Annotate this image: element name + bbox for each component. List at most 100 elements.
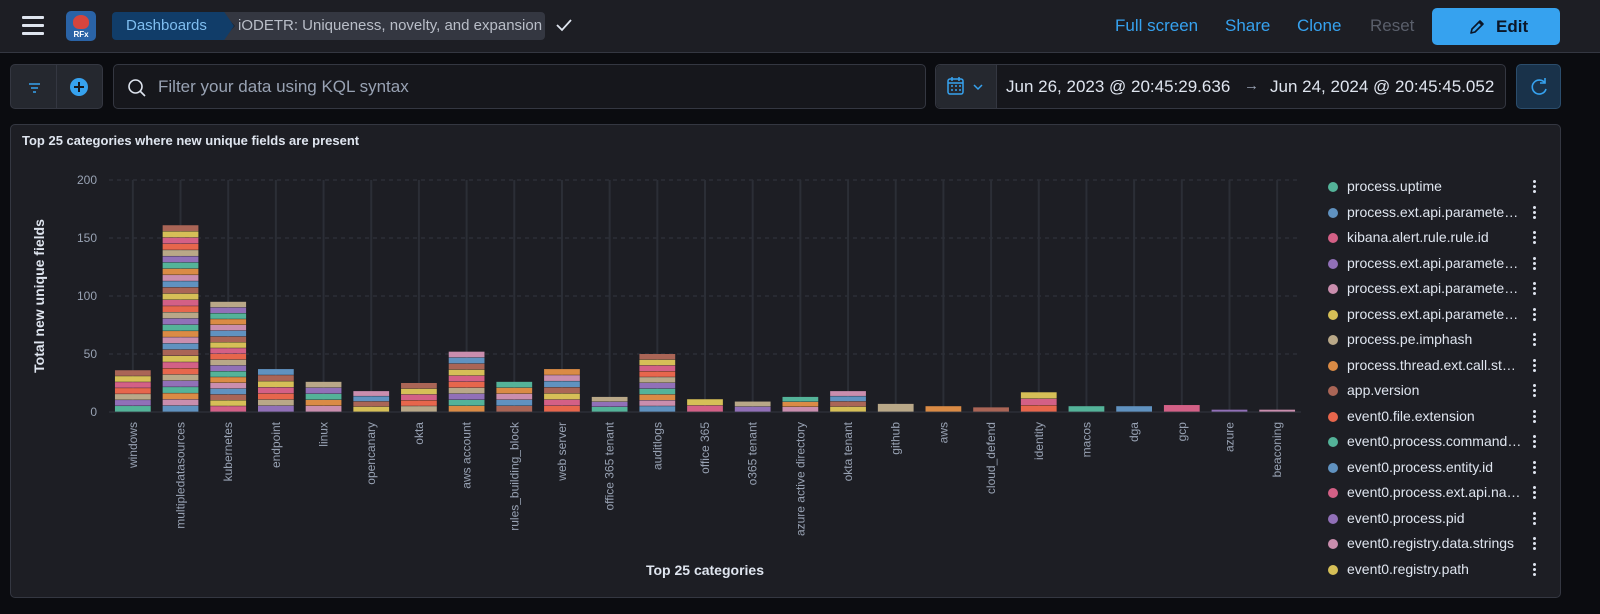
legend-item[interactable]: event0.process.command_line <box>1324 430 1559 456</box>
refresh-button[interactable] <box>1516 64 1561 109</box>
full-screen-link[interactable]: Full screen <box>1115 16 1199 35</box>
breadcrumb-dashboards[interactable]: Dashboards <box>112 12 234 40</box>
reset-link[interactable]: Reset <box>1370 16 1415 35</box>
legend-item-menu-icon[interactable] <box>1530 537 1538 553</box>
bar-segment <box>210 330 247 337</box>
legend-label: process.ext.api.parameters.address <box>1347 203 1522 220</box>
bar-segment <box>162 225 199 232</box>
legend-item[interactable]: event0.process.ext.api.name <box>1324 481 1559 507</box>
clone-link[interactable]: Clone <box>1297 16 1342 35</box>
bar-segment <box>305 393 342 400</box>
x-tick-label: office 365 tenant <box>603 421 617 510</box>
bar-segment <box>162 399 199 406</box>
bar-segment <box>1020 405 1057 412</box>
edit-button[interactable]: Edit <box>1432 8 1560 45</box>
legend-item[interactable]: event0.registry.path <box>1324 558 1559 584</box>
legend-item[interactable]: process.ext.api.parameters.address <box>1324 201 1559 227</box>
legend-item[interactable]: event0.registry.data.strings <box>1324 532 1559 558</box>
bar-segment <box>448 405 485 412</box>
legend-item-menu-icon[interactable] <box>1530 486 1538 502</box>
bar-segment <box>639 388 676 395</box>
legend-item-menu-icon[interactable] <box>1530 307 1538 324</box>
x-tick-label: identity <box>1032 422 1046 460</box>
legend-item-menu-icon[interactable] <box>1530 409 1538 426</box>
legend-item[interactable]: event0.file.extension <box>1324 405 1559 431</box>
share-link[interactable]: Share <box>1225 16 1271 35</box>
bar-segment <box>830 406 866 412</box>
bar-segment <box>353 406 390 412</box>
bar-segment <box>162 331 199 337</box>
kql-search-input[interactable] <box>158 65 918 108</box>
bar-segment <box>162 393 199 400</box>
bar-segment <box>210 354 247 360</box>
filter-options-button[interactable] <box>10 64 57 109</box>
legend-color-dot <box>1328 437 1338 447</box>
legend-label: process.uptime <box>1347 178 1442 194</box>
date-start[interactable]: Jun 26, 2023 @ 20:45:29.636 <box>1006 77 1231 96</box>
legend-label: process.ext.api.parameters.handle <box>1347 305 1522 322</box>
bar-segment <box>353 391 390 396</box>
legend-item-menu-icon[interactable] <box>1530 256 1538 273</box>
bar-segment <box>162 250 199 256</box>
menu-icon[interactable] <box>22 16 44 36</box>
legend-item-menu-icon[interactable] <box>1530 384 1538 400</box>
legend-item-menu-icon[interactable] <box>1530 435 1538 451</box>
legend-item-menu-icon[interactable] <box>1530 460 1538 477</box>
legend-item-menu-icon[interactable] <box>1530 333 1538 349</box>
quick-date-menu-button[interactable] <box>936 65 997 108</box>
legend-label: event0.registry.data.strings <box>1347 535 1515 551</box>
x-tick-label: rules_building_block <box>507 421 521 531</box>
legend-item[interactable]: process.ext.api.parameters.protection <box>1324 277 1559 303</box>
legend-item-menu-icon[interactable] <box>1530 358 1538 375</box>
legend-item[interactable]: process.pe.imphash <box>1324 328 1559 354</box>
bar-segment <box>210 359 247 366</box>
add-filter-button[interactable] <box>57 64 103 109</box>
bar-segment <box>305 387 342 394</box>
x-tick-label: web server <box>555 422 569 482</box>
legend-item-menu-icon[interactable] <box>1530 562 1538 579</box>
legend-item[interactable]: process.thread.ext.call.stack <box>1324 354 1559 380</box>
legend-color-dot <box>1328 488 1338 498</box>
bar-segment <box>210 365 247 371</box>
date-end[interactable]: Jun 24, 2024 @ 20:45:45.052 <box>1270 77 1495 96</box>
legend-item[interactable]: event0.process.entity.id <box>1324 456 1559 482</box>
legend-item[interactable]: process.uptime <box>1324 175 1559 201</box>
legend-item-menu-icon[interactable] <box>1530 180 1538 196</box>
bar-segment <box>448 369 485 376</box>
legend-item-menu-icon[interactable] <box>1530 282 1538 298</box>
app-logo[interactable]: RFx <box>66 11 96 41</box>
x-tick-label: gcp <box>1175 422 1189 442</box>
legend-label: event0.process.entity.id <box>1347 458 1494 475</box>
bar-segment <box>258 405 294 412</box>
legend-item-menu-icon[interactable] <box>1530 205 1538 222</box>
bar-segment <box>782 396 819 402</box>
bar-segment <box>210 342 247 348</box>
bar-segment <box>162 324 199 331</box>
x-tick-label: beaconing <box>1270 422 1284 477</box>
bar-segment <box>639 383 676 389</box>
legend-item[interactable]: event0.process.pid <box>1324 507 1559 533</box>
bar-segment <box>162 337 199 344</box>
bar-segment <box>401 383 437 389</box>
bar-segment <box>830 396 866 402</box>
legend-item-menu-icon[interactable] <box>1530 231 1538 247</box>
chart-legend: process.uptime process.ext.api.parameters… <box>1324 175 1559 583</box>
bar-segment <box>496 399 533 406</box>
y-tick-label: 50 <box>84 347 98 361</box>
x-tick-label: windows <box>126 422 140 469</box>
bar-segment <box>210 377 247 383</box>
bar-segment <box>401 400 437 406</box>
bar-segment <box>448 363 485 370</box>
bar-segment <box>162 268 199 275</box>
x-tick-label: macos <box>1079 422 1093 457</box>
legend-item[interactable]: kibana.alert.rule.rule.id <box>1324 226 1559 252</box>
chevron-check-icon[interactable] <box>555 16 573 34</box>
bar-segment <box>210 301 247 308</box>
legend-item[interactable]: process.ext.api.parameters.handle <box>1324 303 1559 329</box>
legend-item[interactable]: process.ext.api.parameters.size <box>1324 252 1559 278</box>
bar-segment <box>877 403 914 412</box>
legend-label: process.pe.imphash <box>1347 331 1473 347</box>
legend-item-menu-icon[interactable] <box>1530 511 1538 528</box>
legend-item[interactable]: app.version <box>1324 379 1559 405</box>
x-tick-label: azure active directory <box>793 422 807 536</box>
